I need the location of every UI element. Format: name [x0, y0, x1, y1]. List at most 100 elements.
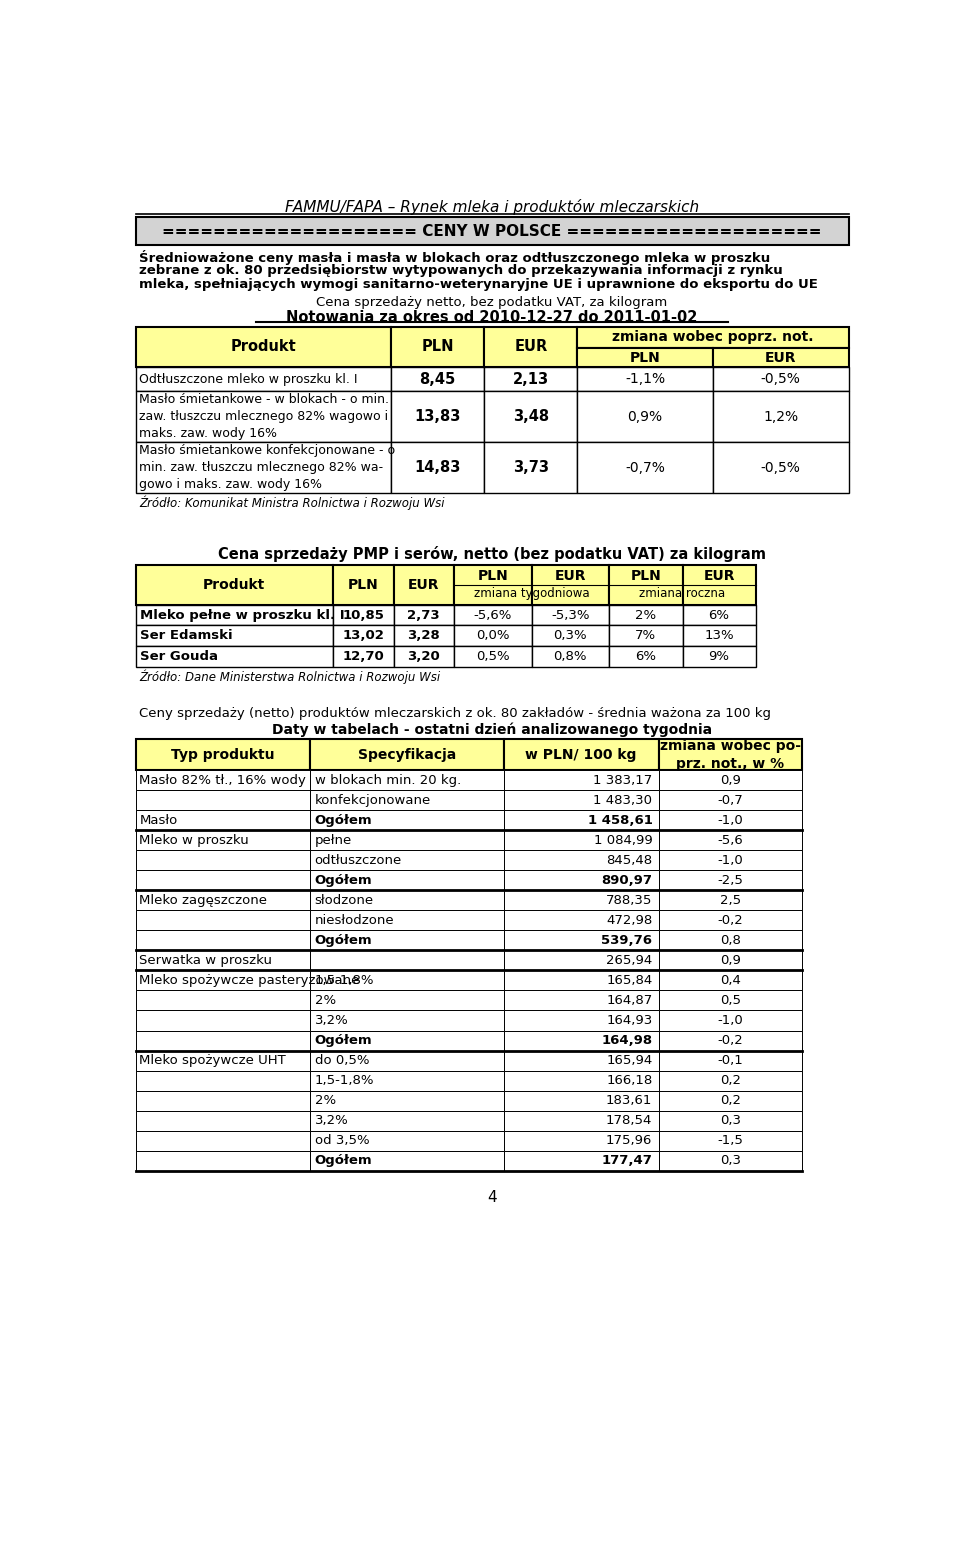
Bar	[310, 850, 504, 870]
Text: -5,6%: -5,6%	[473, 609, 512, 621]
Bar	[310, 990, 504, 1010]
Text: Mleko w proszku: Mleko w proszku	[139, 834, 250, 847]
Text: 0,9: 0,9	[720, 774, 741, 786]
Text: 2,73: 2,73	[407, 609, 440, 621]
Bar	[135, 970, 310, 990]
Bar	[310, 740, 504, 771]
Bar	[135, 1010, 310, 1030]
Text: mleka, spełniających wymogi sanitarno-weterynaryjne UE i uprawnione do eksportu : mleka, spełniających wymogi sanitarno-we…	[139, 278, 818, 291]
Text: 13,83: 13,83	[415, 409, 461, 424]
Text: 3,48: 3,48	[513, 409, 549, 424]
Bar	[135, 950, 310, 970]
Bar	[392, 327, 484, 367]
Text: 0,9: 0,9	[720, 954, 741, 967]
Text: -0,5%: -0,5%	[760, 372, 801, 386]
Text: -0,5%: -0,5%	[760, 461, 801, 475]
Bar	[577, 443, 713, 493]
Bar	[310, 950, 504, 970]
Text: w PLN/ 100 kg: w PLN/ 100 kg	[525, 748, 636, 762]
Text: -1,0: -1,0	[717, 854, 743, 867]
Text: -5,6: -5,6	[717, 834, 743, 847]
Text: Ser Gouda: Ser Gouda	[140, 651, 218, 663]
Text: 166,18: 166,18	[606, 1075, 653, 1087]
Text: 164,98: 164,98	[601, 1035, 653, 1047]
Text: 0,3%: 0,3%	[554, 629, 588, 643]
Text: -0,1: -0,1	[717, 1055, 743, 1067]
Text: Mleko pełne w proszku kl. I: Mleko pełne w proszku kl. I	[140, 609, 345, 621]
Text: 6%: 6%	[636, 651, 657, 663]
Bar	[135, 367, 392, 392]
Bar	[310, 970, 504, 990]
Bar	[659, 1030, 802, 1050]
Text: PLN: PLN	[348, 578, 379, 592]
Text: 7%: 7%	[636, 629, 657, 643]
Text: 8,45: 8,45	[420, 372, 456, 387]
Bar	[577, 348, 713, 367]
Bar	[609, 564, 683, 604]
Bar	[135, 217, 849, 245]
Text: -5,3%: -5,3%	[551, 609, 589, 621]
Bar	[333, 626, 394, 646]
Bar	[135, 771, 310, 790]
Bar	[504, 810, 659, 830]
Text: Cena sprzedaży PMP i serów, netto (bez podatku VAT) za kilogram: Cena sprzedaży PMP i serów, netto (bez p…	[218, 546, 766, 561]
Text: 165,94: 165,94	[606, 1055, 653, 1067]
Text: -2,5: -2,5	[717, 874, 743, 887]
Text: konfekcjonowane: konfekcjonowane	[315, 794, 431, 806]
Bar	[135, 626, 333, 646]
Bar	[504, 790, 659, 810]
Bar	[310, 890, 504, 910]
Text: Produkt: Produkt	[204, 578, 265, 592]
Bar	[310, 1030, 504, 1050]
Text: 177,47: 177,47	[602, 1153, 653, 1167]
Bar	[504, 830, 659, 850]
Bar	[135, 1030, 310, 1050]
Text: 0,2: 0,2	[720, 1075, 741, 1087]
Bar	[683, 564, 756, 604]
Bar	[532, 604, 609, 626]
Bar	[484, 367, 577, 392]
Bar	[659, 1150, 802, 1170]
Text: 1,5-1,8%: 1,5-1,8%	[315, 975, 374, 987]
Bar	[394, 626, 454, 646]
Text: FAMMU/FAPA – Rynek mleka i produktów mleczarskich: FAMMU/FAPA – Rynek mleka i produktów mle…	[285, 199, 699, 214]
Bar	[454, 646, 532, 668]
Bar	[454, 626, 532, 646]
Bar	[659, 771, 802, 790]
Text: Ogółem: Ogółem	[315, 874, 372, 887]
Text: 890,97: 890,97	[601, 874, 653, 887]
Bar	[659, 870, 802, 890]
Bar	[504, 1110, 659, 1130]
Text: 13,02: 13,02	[343, 629, 384, 643]
Text: 3,2%: 3,2%	[315, 1113, 348, 1127]
Bar	[135, 1090, 310, 1110]
Bar	[135, 392, 392, 443]
Bar	[333, 604, 394, 626]
Text: 4: 4	[487, 1190, 497, 1206]
Bar	[310, 810, 504, 830]
Text: 2%: 2%	[315, 995, 336, 1007]
Text: -0,2: -0,2	[717, 914, 743, 927]
Bar	[504, 1090, 659, 1110]
Bar	[310, 1070, 504, 1090]
Bar	[683, 604, 756, 626]
Text: 6%: 6%	[708, 609, 730, 621]
Text: Masło: Masło	[139, 814, 178, 827]
Bar	[310, 771, 504, 790]
Bar	[504, 930, 659, 950]
Text: PLN: PLN	[477, 569, 508, 583]
Bar	[504, 1030, 659, 1050]
Text: od 3,5%: od 3,5%	[315, 1133, 370, 1147]
Text: zmiana wobec poprz. not.: zmiana wobec poprz. not.	[612, 330, 814, 344]
Bar	[659, 1050, 802, 1070]
Text: odtłuszczone: odtłuszczone	[315, 854, 402, 867]
Bar	[504, 890, 659, 910]
Text: Typ produktu: Typ produktu	[171, 748, 275, 762]
Bar	[504, 850, 659, 870]
Bar	[532, 646, 609, 668]
Bar	[659, 950, 802, 970]
Text: Produkt: Produkt	[230, 339, 297, 355]
Bar	[394, 604, 454, 626]
Text: 0,8: 0,8	[720, 934, 741, 947]
Bar	[310, 1110, 504, 1130]
